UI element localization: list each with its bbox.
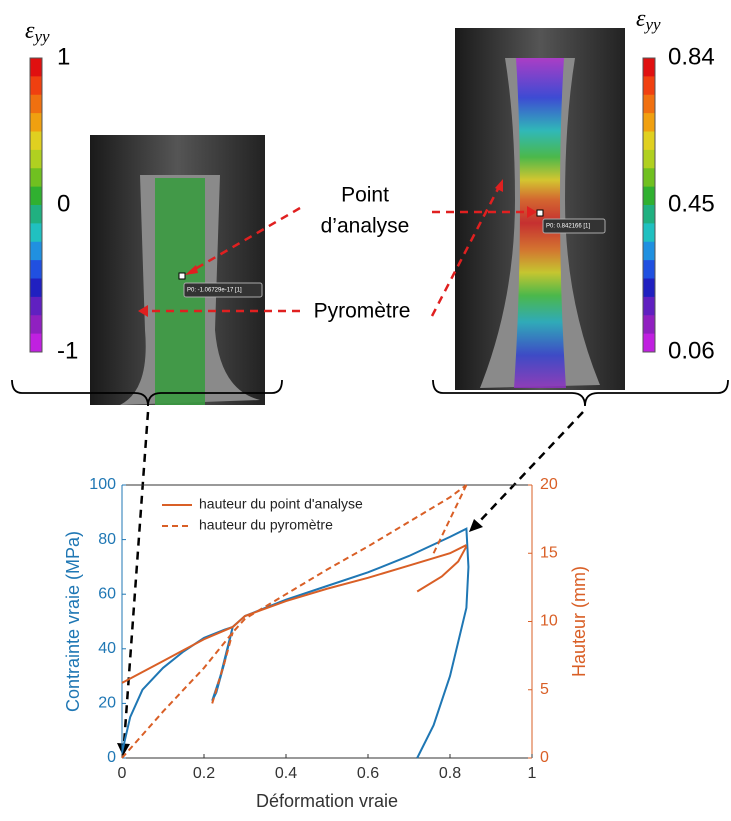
x-tick-label: 1 [528,765,537,782]
colorbar-label: 0 [57,190,70,217]
subscript: yy [32,27,50,46]
legend-label: hauteur du point d'analyse [199,496,363,512]
annotation: d’analyse [321,215,410,238]
colorbar-cell [643,333,655,353]
annotation: Pyromètre [314,300,411,323]
colorbar-label: 0.06 [668,337,715,364]
bracket [432,379,729,407]
colorbar-cell [30,76,42,96]
x-tick-label: 0.6 [357,765,379,782]
colorbar-cell [30,186,42,206]
x-tick-label: 0 [118,765,127,782]
y-tick-label: 80 [98,531,116,548]
x-tick-label: 0.8 [439,765,461,782]
colorbar-cell [643,186,655,206]
colorbar-cell [30,94,42,114]
colorbar-label: -1 [57,337,78,364]
right-image [455,28,625,390]
y2-tick-label: 5 [540,681,549,698]
colorbar-cell [643,296,655,316]
y2-axis-label: Hauteur (mm) [569,566,589,677]
colorbar-cell [643,168,655,188]
legend-label: hauteur du pyromètre [199,517,333,533]
colorbar-cell [30,278,42,298]
colorbar-title: εyy [636,6,661,34]
x-tick-label: 0.4 [275,765,297,782]
x-tick-label: 0.2 [193,765,215,782]
y2-tick-label: 20 [540,476,558,493]
colorbar-cell [643,58,655,77]
colorbar-label: 1 [57,43,70,70]
red-arrowheads [138,179,537,317]
black-arrows [122,411,584,745]
left-image [90,135,265,405]
black-arrowheads [117,519,483,756]
y-axis-label: Contrainte vraie (MPa) [63,531,83,712]
y2-tick-label: 15 [540,544,558,561]
marker-label: P0: 0.842166 [1] [546,224,590,230]
bracket [11,379,283,407]
colorbar-frame [29,57,43,353]
colorbar-cell [30,168,42,188]
colorbar-label: 0.84 [668,43,715,70]
y-tick-label: 20 [98,695,116,712]
colorbar-cell [643,149,655,169]
y2-tick-label: 0 [540,749,549,766]
x-axis-label: Déformation vraie [256,791,398,811]
y-tick-label: 100 [89,476,116,493]
annotation: Point [341,184,389,207]
colorbar-cell [643,131,655,151]
symbol: ε [636,6,646,32]
colorbar-label: 0.45 [668,190,715,217]
colorbar: 0.84 0.45 0.06 [642,43,715,364]
y2-tick-label: 10 [540,613,558,630]
colorbar-cell [643,223,655,243]
colorbar-cell [643,315,655,335]
colorbar-cell [643,113,655,132]
colorbar-cell [30,131,42,151]
colorbar-cell [643,260,655,279]
marker-label: P0: -1.06729e-17 [1] [187,288,242,294]
colorbar-frame [642,57,656,353]
colorbar-cell [643,76,655,96]
y-tick-label: 60 [98,585,116,602]
colorbar-cell [30,223,42,243]
colorbar-cell [30,315,42,335]
colorbar-cell [30,113,42,132]
colorbar-cell [643,205,655,224]
colorbar-cell [30,205,42,224]
colorbar: 1 0 -1 [29,43,78,364]
colorbar-cell [30,58,42,77]
series-line [121,484,468,759]
subscript: yy [643,15,661,34]
colorbar-cell [30,333,42,353]
red-arrows [145,184,530,317]
colorbar-title: εyy [25,18,50,46]
colorbar-cell [643,278,655,298]
y-tick-label: 40 [98,640,116,657]
y-tick-label: 0 [107,749,116,766]
colorbar-cell [643,94,655,114]
chart: 0 0.2 0.4 0.6 0.8 102040608010005101520Déform… [63,476,589,811]
symbol: ε [25,18,35,44]
colorbar-cell [643,241,655,261]
colorbar-cell [30,296,42,316]
colorbar-cell [30,149,42,169]
colorbar-cell [30,260,42,279]
colorbar-cell [30,241,42,261]
series-line [121,544,468,684]
